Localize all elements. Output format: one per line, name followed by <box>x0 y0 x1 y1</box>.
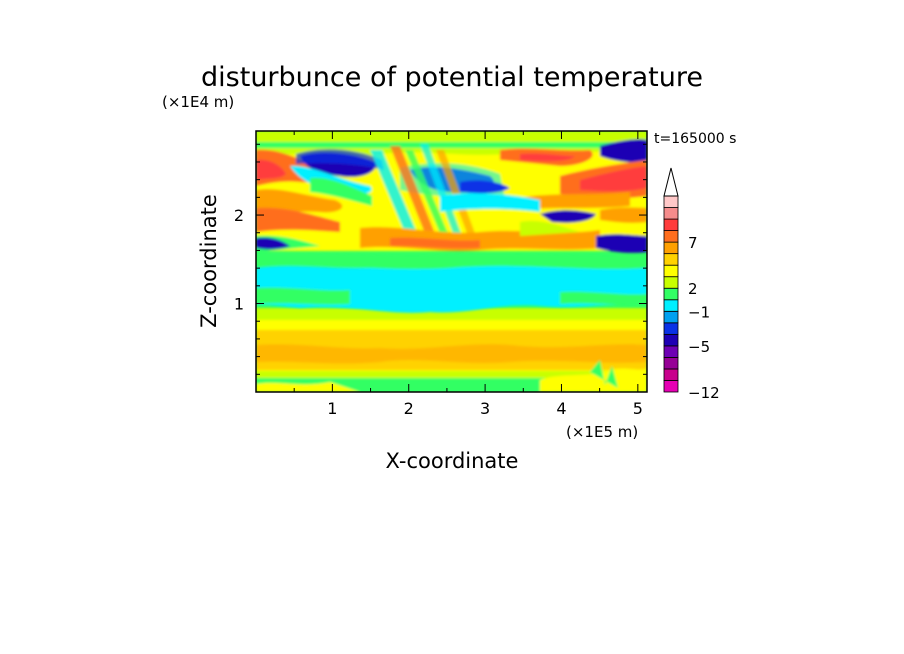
x-tick-label: 1 <box>327 399 337 418</box>
colorbar: −12−5−127 <box>663 167 720 402</box>
colorbar-swatch <box>663 195 679 208</box>
colorbar-swatch <box>663 253 679 266</box>
y-unit-label: (×1E4 m) <box>162 93 234 111</box>
x-tick-label: 3 <box>480 399 490 418</box>
colorbar-swatch <box>663 230 679 243</box>
upper-wave-layers <box>256 131 647 253</box>
colorbar-label: 2 <box>688 280 698 298</box>
x-tick-label: 5 <box>633 399 643 418</box>
contour-field <box>256 131 647 392</box>
colorbar-label: 7 <box>688 234 698 252</box>
colorbar-swatch <box>663 287 679 301</box>
colorbar-label: −5 <box>688 338 710 356</box>
time-label: t=165000 s <box>654 131 736 147</box>
x-tick-label: 2 <box>404 399 414 418</box>
y-tick-label: 2 <box>234 206 244 225</box>
chart-title: disturbunce of potential temperature <box>201 62 703 93</box>
colorbar-swatch <box>663 322 679 335</box>
colorbar-swatch <box>663 264 679 278</box>
lower-layers <box>256 308 647 392</box>
y-axis-label: Z-coordinate <box>197 194 221 328</box>
y-tick-label: 1 <box>234 295 244 314</box>
x-axis-label: X-coordinate <box>386 449 519 473</box>
colorbar-label: −12 <box>688 384 720 402</box>
x-unit-label: (×1E5 m) <box>566 423 638 441</box>
plot-frame <box>255 130 648 393</box>
colorbar-swatch <box>663 241 679 255</box>
cyan-band <box>256 251 647 313</box>
axes: 1 2 3 4 5 1 2 <box>234 131 647 418</box>
colorbar-swatch <box>663 357 679 370</box>
colorbar-swatch <box>663 310 679 324</box>
colorbar-swatch <box>663 207 679 220</box>
colorbar-swatch <box>663 345 679 358</box>
colorbar-extend-arrow <box>663 167 679 197</box>
colorbar-swatch <box>663 299 679 312</box>
colorbar-swatch <box>663 333 679 347</box>
colorbar-swatch <box>663 276 679 289</box>
x-tick-label: 4 <box>556 399 566 418</box>
colorbar-swatch <box>663 218 679 231</box>
colorbar-swatch <box>663 380 679 393</box>
colorbar-swatch <box>663 368 679 381</box>
colorbar-label: −1 <box>688 303 710 321</box>
